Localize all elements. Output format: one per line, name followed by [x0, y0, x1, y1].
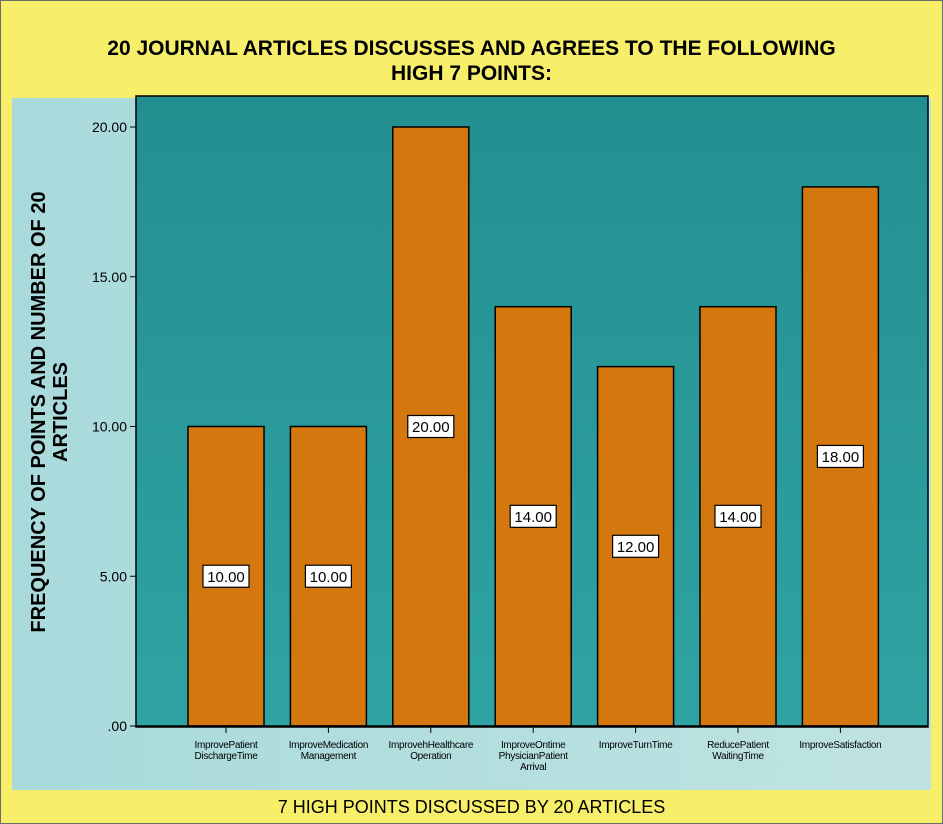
category-label-4: ImproveOntime PhysicianPatient Arrival	[499, 740, 569, 773]
chart-title-line-2: HIGH 7 POINTS:	[390, 62, 553, 85]
value-label-box-4	[509, 504, 557, 528]
value-label-box-2	[304, 564, 352, 588]
value-label-box-7	[816, 444, 865, 469]
category-label-6: ReducePatient WaitingTime	[707, 740, 769, 762]
value-label-5: 12.00	[617, 539, 655, 556]
category-label-2: ImproveMedication Management	[289, 740, 368, 762]
y-tick-label-4: 20.00	[92, 119, 127, 135]
x-axis-label: 7 HIGH POINTS DISCUSSED BY 20 ARTICLES	[277, 797, 666, 817]
y-tick-label-1: 5.00	[100, 568, 127, 584]
chart-title-line-1: 20 JOURNAL ARTICLES DISCUSSES AND AGREES…	[107, 37, 836, 60]
value-label-2: 10.00	[310, 569, 348, 586]
category-label-1: ImprovePatient DischargeTime	[194, 740, 258, 762]
category-label-7: ImproveSatisfaction	[799, 740, 881, 751]
value-label-box-5	[611, 534, 660, 558]
value-label-box-3	[407, 414, 455, 439]
y-tick-label-0: .00	[108, 718, 128, 734]
chart-title: 20 JOURNAL ARTICLES DISCUSSES AND AGREES…	[0, 36, 943, 86]
y-axis-label-line-2: ARTICLES	[50, 362, 72, 462]
value-label-box-1	[202, 564, 250, 588]
value-label-4: 14.00	[514, 509, 552, 526]
y-axis-label-line-1: FREQUENCY OF POINTS AND NUMBER OF 20	[28, 191, 50, 633]
value-label-3: 20.00	[412, 419, 450, 436]
value-label-7: 18.00	[822, 449, 860, 466]
value-label-6: 14.00	[719, 509, 757, 526]
category-label-3: ImprovehHealthcare Operation	[388, 740, 473, 762]
value-label-1: 10.00	[207, 569, 245, 586]
category-label-5: ImproveTurnTime	[599, 740, 673, 751]
y-tick-label-3: 15.00	[92, 269, 127, 285]
value-label-box-6	[714, 504, 762, 528]
y-tick-label-2: 10.00	[92, 419, 127, 435]
